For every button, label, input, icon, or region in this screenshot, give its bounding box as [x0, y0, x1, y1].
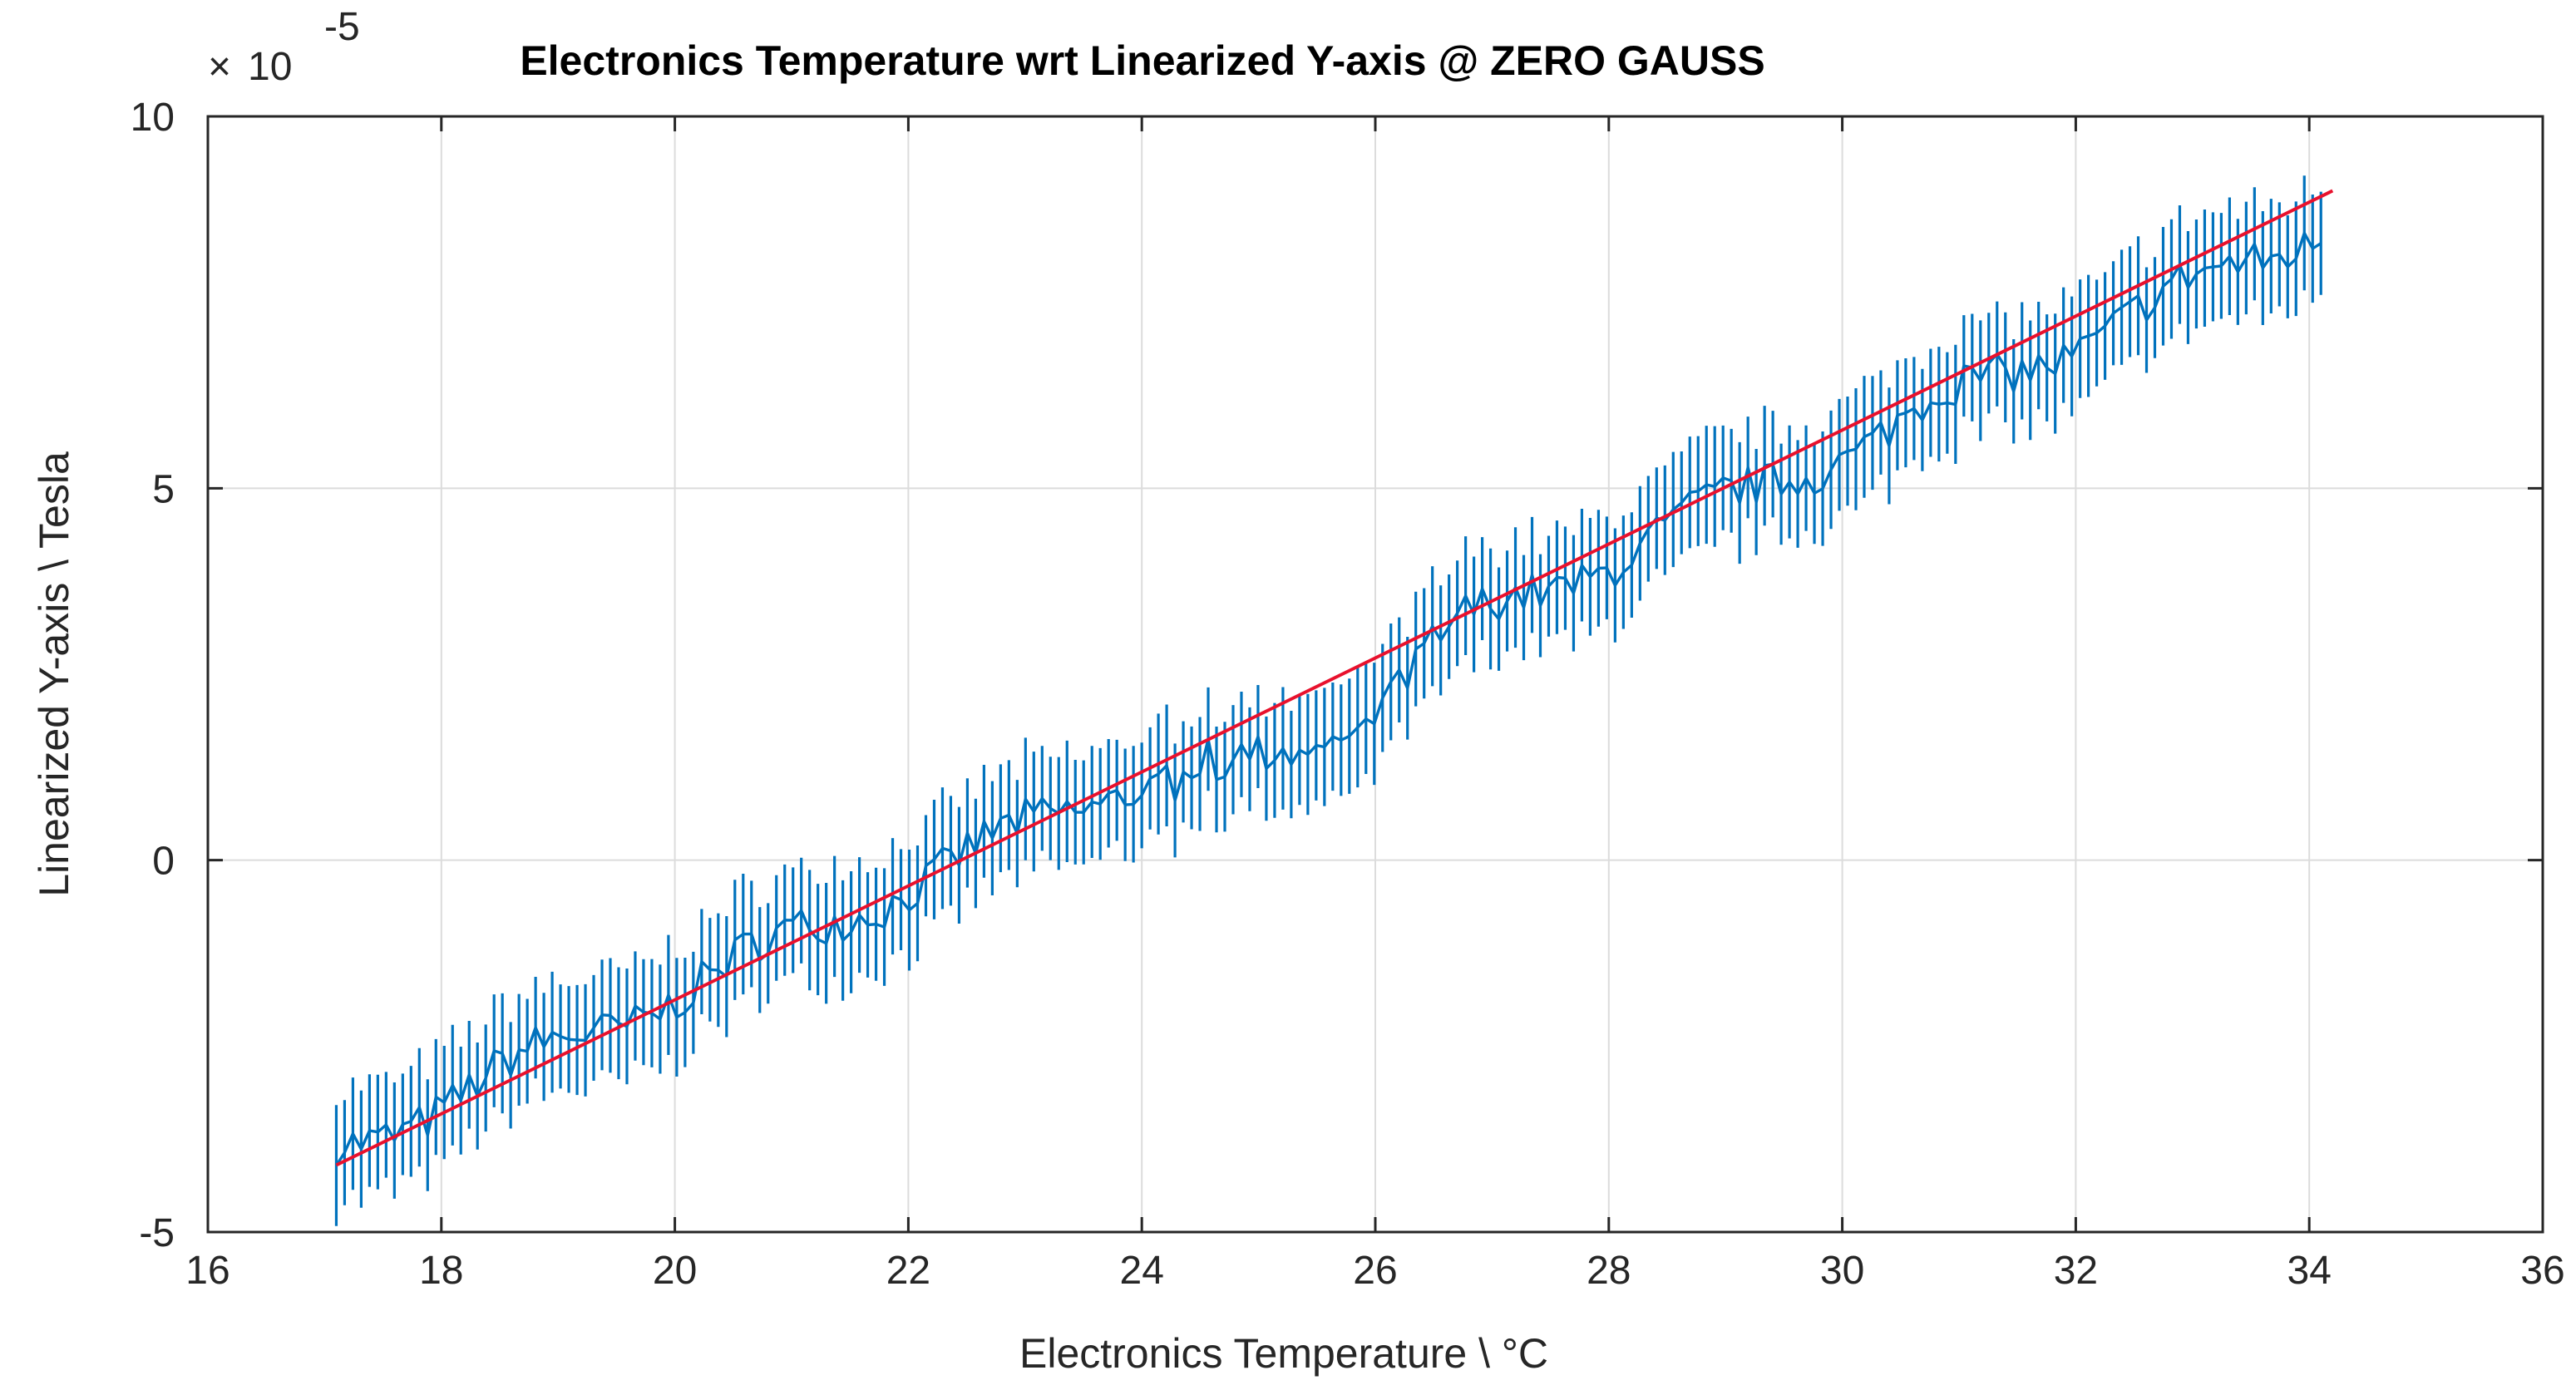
x-tick-label: 28 [1587, 1249, 1631, 1293]
y-tick-label: 0 [152, 840, 175, 884]
x-tick-label: 24 [1120, 1249, 1164, 1293]
linear-fit-line [335, 189, 2334, 1167]
y-exponent-label: × 10 -5 [208, 5, 360, 89]
x-tick-label: 18 [419, 1249, 463, 1293]
y-tick-label: 5 [152, 467, 175, 511]
x-tick-label: 26 [1353, 1249, 1397, 1293]
tick-marks [206, 115, 2544, 1234]
y-axis-label: Linearized Y-axis \ Tesla [31, 451, 77, 897]
x-tick-labels: 16 18 20 22 24 26 28 30 32 34 36 [185, 1249, 2564, 1293]
chart-title: Electronics Temperature wrt Linearized Y… [520, 37, 1764, 84]
x-tick-label: 36 [2520, 1249, 2564, 1293]
x-tick-label: 20 [653, 1249, 697, 1293]
fit-layer [335, 189, 2334, 1167]
plot-area [334, 175, 2322, 1226]
x-tick-label: 34 [2287, 1249, 2332, 1293]
x-tick-label: 30 [1820, 1249, 1864, 1293]
x-tick-label: 32 [2054, 1249, 2098, 1293]
x-tick-label: 16 [185, 1249, 229, 1293]
y-tick-label: 10 [131, 96, 175, 140]
y-exponent-times: × [208, 45, 231, 89]
x-axis-label: Electronics Temperature \ °C [1019, 1330, 1548, 1377]
x-tick-label: 22 [886, 1249, 930, 1293]
measurement-series-line [334, 231, 2322, 1166]
y-exponent-power: -5 [324, 5, 360, 49]
y-exponent-base: 10 [248, 45, 292, 89]
y-tick-label: -5 [139, 1211, 175, 1255]
y-tick-labels: -5 0 5 10 [131, 96, 175, 1255]
